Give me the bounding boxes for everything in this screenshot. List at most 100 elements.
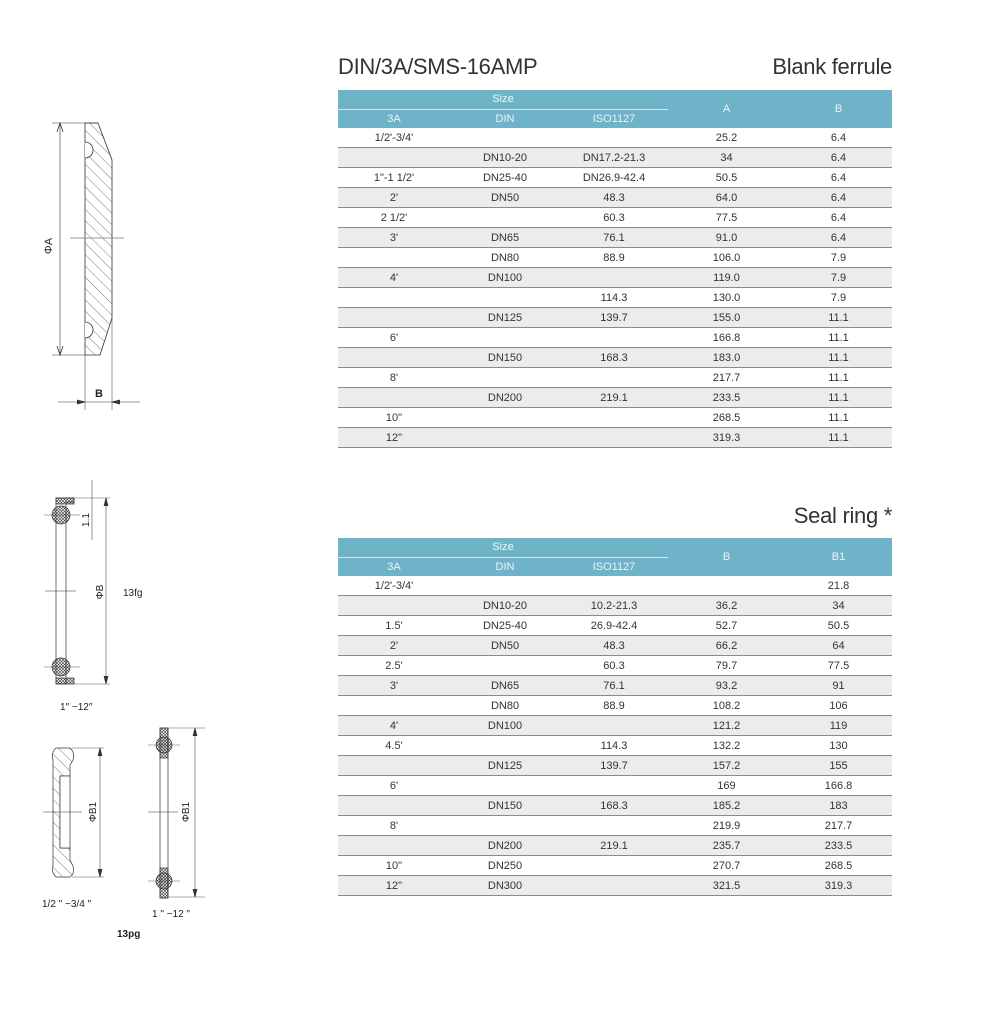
table-cell xyxy=(338,755,450,776)
table-cell: 217.7 xyxy=(668,367,785,388)
size-large: 1 " −12 " xyxy=(152,909,190,920)
table-cell: 114.3 xyxy=(560,735,668,756)
table-cell: 155.0 xyxy=(668,307,785,328)
table-row: DN80 88.9 106.0 7.9 xyxy=(338,247,892,268)
table-cell xyxy=(450,207,560,228)
dim-b1-small-label: ΦB1 xyxy=(88,801,99,822)
table-cell: 10" xyxy=(338,407,450,428)
table-cell: 6' xyxy=(338,775,450,796)
table-cell: 12" xyxy=(338,427,450,448)
table-cell: 2.5' xyxy=(338,655,450,676)
table-cell: 48.3 xyxy=(560,635,668,656)
table-row: 8' 217.7 11.1 xyxy=(338,367,892,388)
table-cell: DN300 xyxy=(450,875,560,896)
table-cell: 114.3 xyxy=(560,287,668,308)
code-13pg: 13pg xyxy=(117,929,140,940)
table-cell xyxy=(338,307,450,328)
table-cell: 2 1/2' xyxy=(338,207,450,228)
table-cell: 106.0 xyxy=(668,247,785,268)
seal-ring-13pg-large-drawing xyxy=(148,727,205,899)
table-cell: DN125 xyxy=(450,755,560,776)
table-cell xyxy=(560,267,668,288)
table-cell: 11.1 xyxy=(785,347,892,368)
table-cell: 60.3 xyxy=(560,207,668,228)
table-cell: 6.4 xyxy=(785,147,892,168)
table-row: DN150 168.3 183.0 11.1 xyxy=(338,347,892,368)
table-cell: 1"-1 1/2' xyxy=(338,167,450,188)
table-cell: 183 xyxy=(785,795,892,816)
table-cell xyxy=(560,367,668,388)
table-cell: 2' xyxy=(338,187,450,208)
table-row: 3' DN65 76.1 91.0 6.4 xyxy=(338,227,892,248)
table-cell: 11.1 xyxy=(785,407,892,428)
table-cell: 155 xyxy=(785,755,892,776)
table-cell xyxy=(338,795,450,816)
table-row: 12" 319.3 11.1 xyxy=(338,427,892,448)
table-row: DN80 88.9 108.2 106 xyxy=(338,695,892,716)
table-row: DN200 219.1 235.7 233.5 xyxy=(338,835,892,856)
technical-drawings: ΦA B 1.1 ΦB 13fg 1″ −12″ ΦB1 1/2 " −3/4 … xyxy=(42,121,205,940)
table-cell xyxy=(450,407,560,428)
series-title: DIN/3A/SMS-16AMP xyxy=(338,54,538,79)
table-cell: 2' xyxy=(338,635,450,656)
table-cell: 166.8 xyxy=(668,327,785,348)
table-cell: DN100 xyxy=(450,715,560,736)
table-cell: 11.1 xyxy=(785,387,892,408)
table-cell xyxy=(338,247,450,268)
table-cell: 11.1 xyxy=(785,307,892,328)
table-cell xyxy=(560,875,668,896)
table-cell: 169 xyxy=(668,775,785,796)
table-cell: 219.1 xyxy=(560,387,668,408)
table-cell: 268.5 xyxy=(668,407,785,428)
table-cell xyxy=(560,855,668,876)
table-cell: DN100 xyxy=(450,267,560,288)
table-cell: 79.7 xyxy=(668,655,785,676)
table-cell xyxy=(338,835,450,856)
table-row: 2.5' 60.3 79.7 77.5 xyxy=(338,655,892,676)
header-row-group: Size A B xyxy=(338,90,892,128)
table-row: DN10-20 10.2-21.3 36.2 34 xyxy=(338,595,892,616)
table-cell: 66.2 xyxy=(668,635,785,656)
seal-ring-13fg-drawing xyxy=(44,480,110,685)
column-header-a: A xyxy=(668,90,785,128)
table-row: DN125 139.7 157.2 155 xyxy=(338,755,892,776)
table-cell: 6.4 xyxy=(785,207,892,228)
table-cell xyxy=(450,427,560,448)
size-small: 1/2 " −3/4 " xyxy=(42,899,92,910)
table-cell: 157.2 xyxy=(668,755,785,776)
table-cell xyxy=(338,147,450,168)
table-cell xyxy=(450,735,560,756)
table-row: 1.5' DN25-40 26.9-42.4 52.7 50.5 xyxy=(338,615,892,636)
table-cell xyxy=(560,576,668,596)
table-cell: 219.1 xyxy=(560,835,668,856)
table-cell: 168.3 xyxy=(560,347,668,368)
table-cell: 77.5 xyxy=(785,655,892,676)
table-cell xyxy=(450,576,560,596)
blank-ferrule-drawing xyxy=(52,121,140,410)
table-cell: 4' xyxy=(338,267,450,288)
table-cell: 11.1 xyxy=(785,367,892,388)
table-cell: 319.3 xyxy=(668,427,785,448)
table-cell: 3' xyxy=(338,227,450,248)
size-group-header: Size xyxy=(338,90,668,110)
table-cell: 6' xyxy=(338,327,450,348)
table-cell: DN80 xyxy=(450,247,560,268)
table-cell: 91 xyxy=(785,675,892,696)
table-cell: 12" xyxy=(338,875,450,896)
table-cell: DN150 xyxy=(450,795,560,816)
column-header-3a: 3A xyxy=(338,109,450,128)
table-cell: 26.9-42.4 xyxy=(560,615,668,636)
table-cell: 21.8 xyxy=(785,576,892,596)
table-cell xyxy=(338,695,450,716)
column-header-b1: B1 xyxy=(785,538,892,576)
table-cell: DN250 xyxy=(450,855,560,876)
table-cell: 233.5 xyxy=(668,387,785,408)
table-cell: 50.5 xyxy=(785,615,892,636)
dim-a-label: ΦA xyxy=(43,237,55,254)
table-cell: DN25-40 xyxy=(450,615,560,636)
table-cell xyxy=(668,576,785,596)
table-cell: 106 xyxy=(785,695,892,716)
dim-b-label-13fg: ΦB xyxy=(95,584,106,599)
table-cell: 8' xyxy=(338,367,450,388)
table-cell: 50.5 xyxy=(668,167,785,188)
